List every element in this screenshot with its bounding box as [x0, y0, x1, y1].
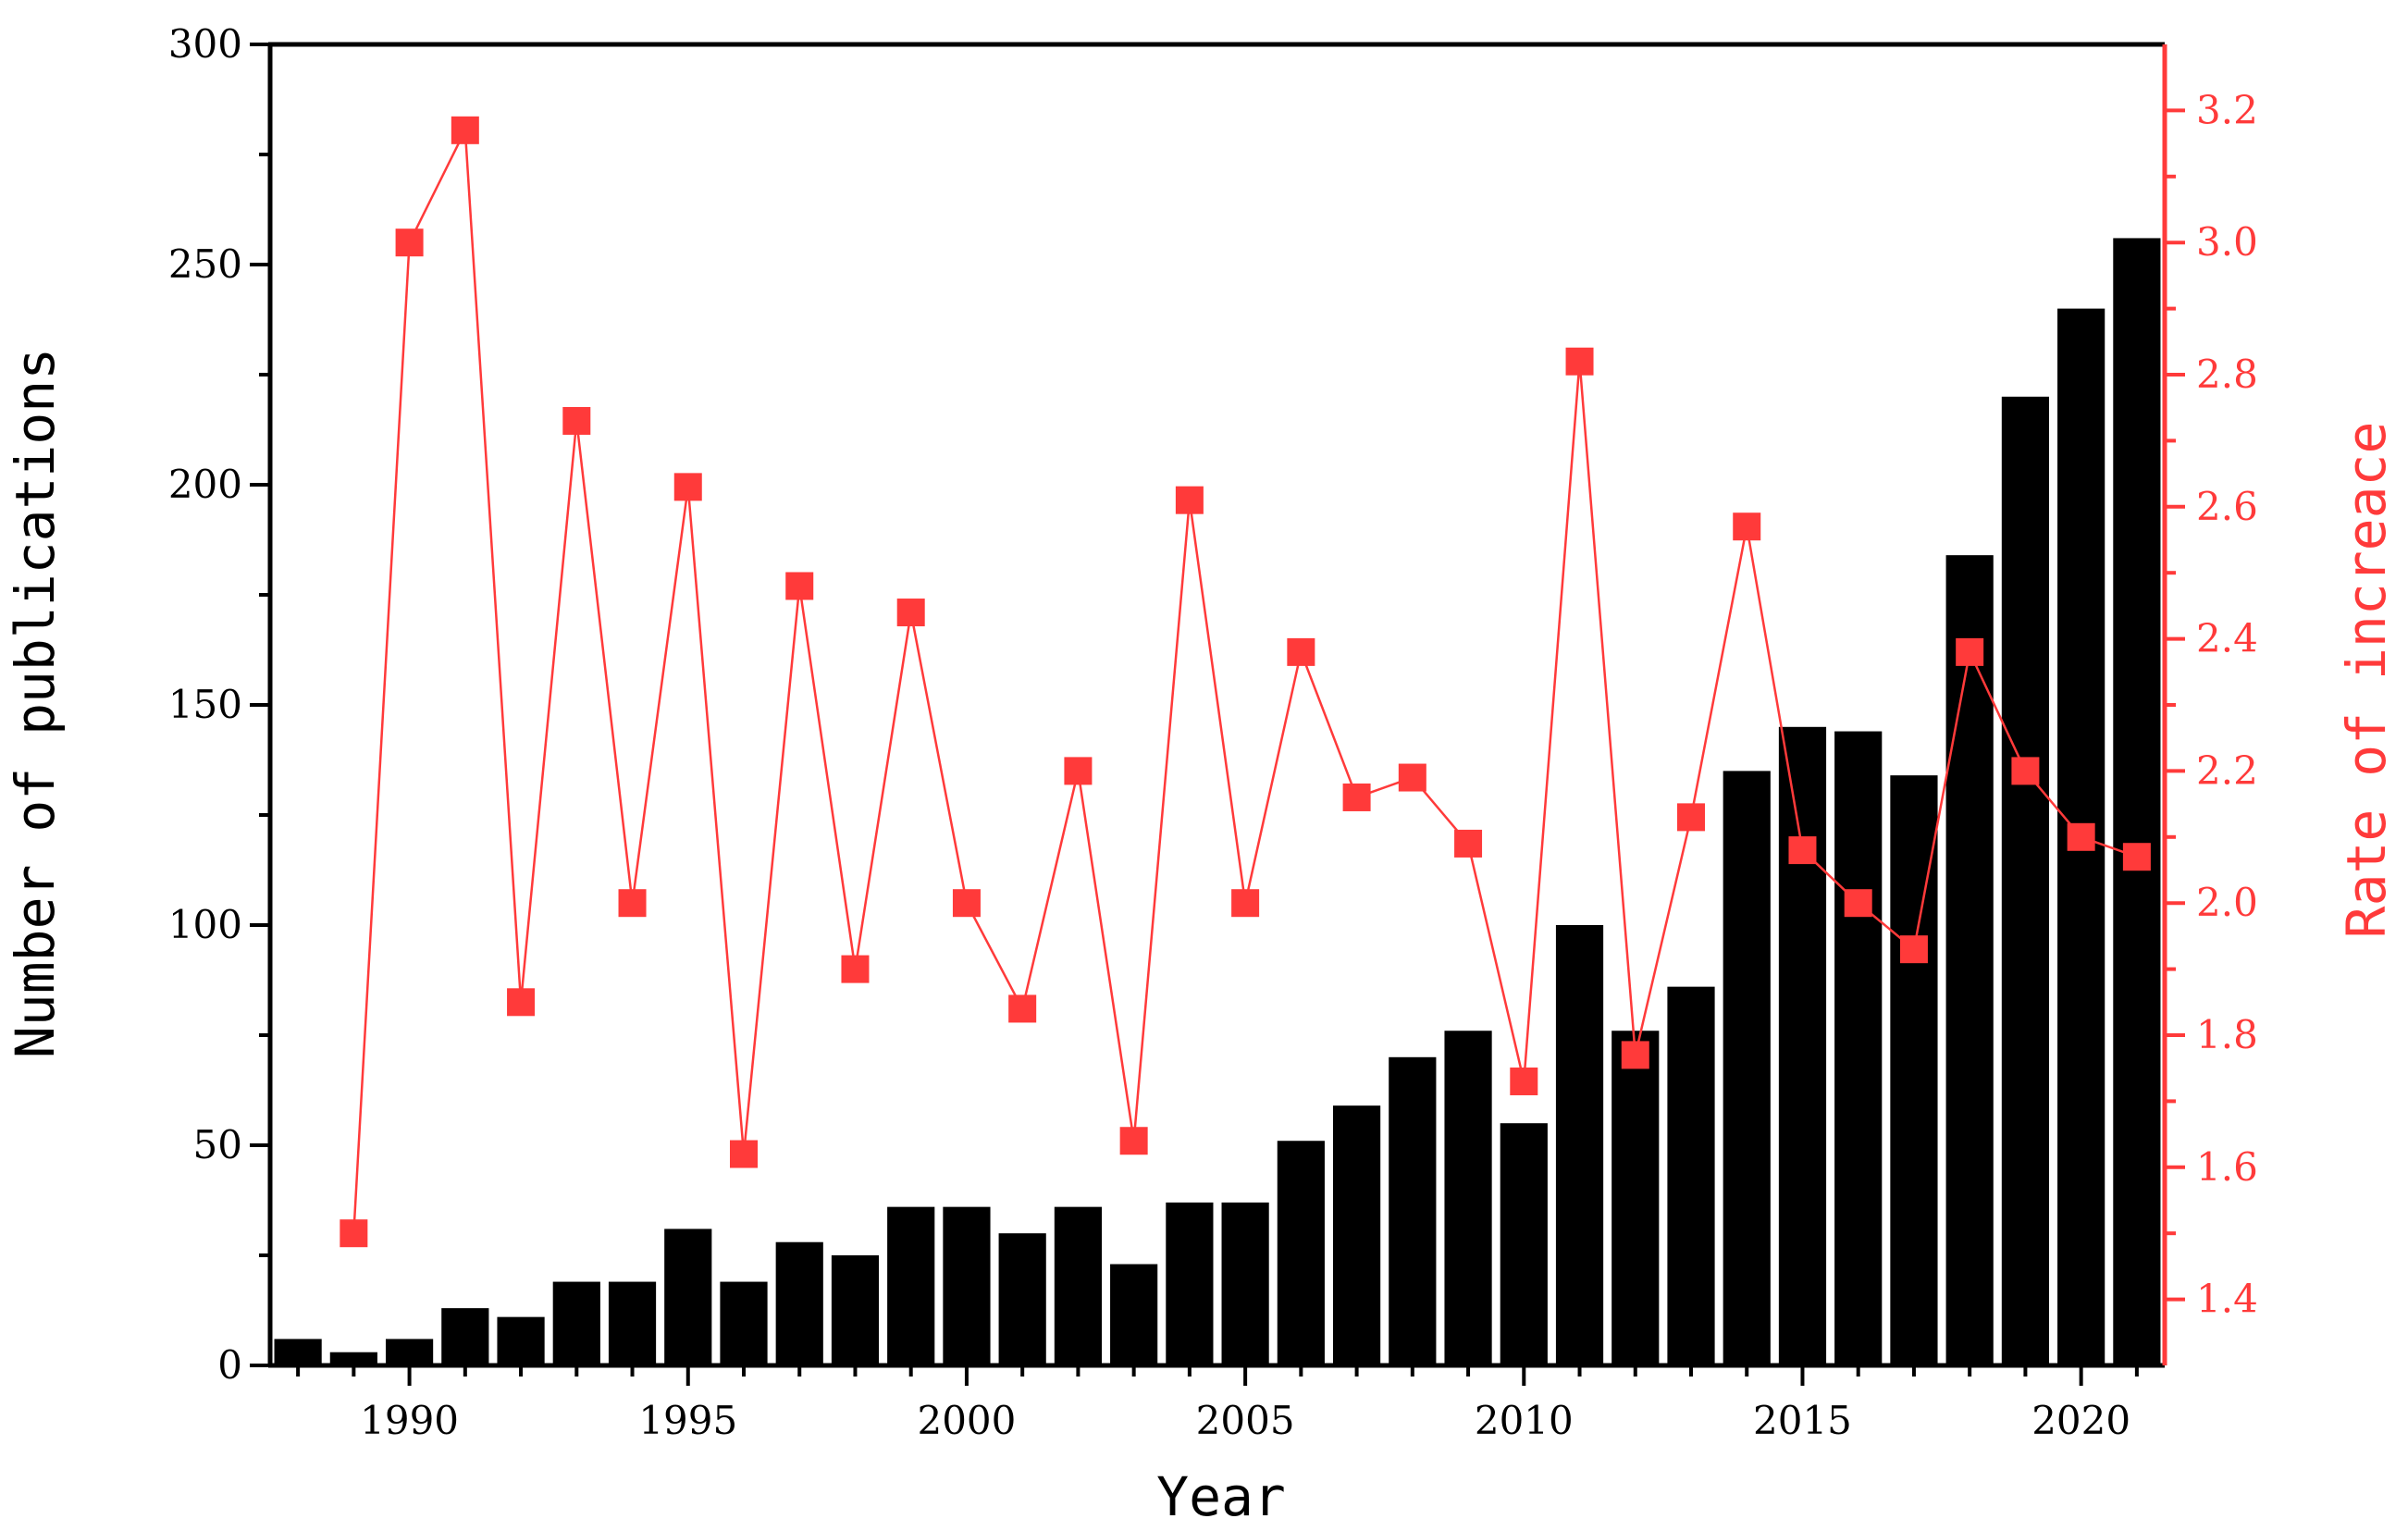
- x-axis-label: Year: [1156, 1465, 1286, 1528]
- bar-2003: [1110, 1264, 1158, 1365]
- rate-point-2003: [1119, 1127, 1148, 1155]
- rate-point-2004: [1175, 486, 1204, 514]
- y-axis-right-label: Rate of increace: [2335, 422, 2398, 939]
- y-right-tick-label-3.0: 3.0: [2196, 219, 2258, 265]
- bar-2008: [1389, 1056, 1437, 1365]
- y-left-tick-label-100: 100: [168, 902, 242, 947]
- bar-1990: [385, 1339, 434, 1365]
- x-tick-label-2015: 2015: [1753, 1398, 1852, 1443]
- y-axis-left-label: Number of publications: [4, 348, 67, 1058]
- bar-2021: [2113, 238, 2161, 1366]
- bar-2014: [1723, 771, 1771, 1365]
- bar-2001: [998, 1233, 1046, 1365]
- tick-labels: 0 50 100 150 200 250 300 1990 1995 2000 2005 2010 20…: [168, 21, 2258, 1443]
- y-left-tick-label-0: 0: [217, 1342, 242, 1388]
- y-right-tick-label-2.6: 2.6: [2196, 484, 2258, 529]
- bar-2013: [1667, 986, 1715, 1365]
- rate-point-1989: [340, 1219, 368, 1248]
- bar-1995: [664, 1229, 712, 1365]
- bar-1991: [441, 1308, 489, 1365]
- rate-point-2012: [1621, 1041, 1649, 1069]
- bar-2019: [2001, 396, 2050, 1365]
- y-right-tick-label-1.6: 1.6: [2196, 1144, 2258, 1190]
- bar-series: [274, 238, 2161, 1366]
- bar-2012: [1612, 1031, 1660, 1365]
- rate-point-1993: [562, 406, 591, 435]
- rate-point-2001: [1008, 994, 1037, 1023]
- y-right-tick-label-1.8: 1.8: [2196, 1012, 2258, 1057]
- rate-point-1994: [618, 889, 647, 918]
- rate-point-2005: [1231, 889, 1260, 918]
- y-right-tick-label-3.2: 3.2: [2196, 87, 2258, 132]
- rate-point-2021: [2122, 843, 2151, 871]
- y-left-tick-label-150: 150: [168, 682, 242, 727]
- bar-1988: [274, 1339, 322, 1365]
- rate-point-2018: [1956, 637, 1984, 666]
- rate-point-2006: [1287, 637, 1315, 666]
- rate-point-2009: [1454, 829, 1483, 858]
- rate-point-2010: [1510, 1067, 1538, 1095]
- y-right-tick-label-1.4: 1.4: [2196, 1277, 2258, 1322]
- rate-point-2000: [952, 889, 981, 918]
- rate-point-2015: [1788, 836, 1817, 865]
- bar-1989: [329, 1352, 377, 1365]
- rate-point-1992: [507, 988, 536, 1017]
- rate-point-1996: [730, 1140, 758, 1168]
- bar-2011: [1555, 925, 1604, 1365]
- x-tick-label-2005: 2005: [1196, 1398, 1295, 1443]
- rate-series: [340, 116, 2151, 1248]
- rate-point-2014: [1733, 512, 1761, 541]
- bar-2005: [1221, 1202, 1269, 1365]
- y-left-tick-label-250: 250: [168, 241, 242, 287]
- rate-point-1997: [785, 572, 814, 600]
- bar-1998: [831, 1255, 880, 1365]
- y-left-tick-label-300: 300: [168, 21, 242, 67]
- bar-2017: [1890, 775, 1938, 1365]
- rate-point-1991: [451, 116, 479, 144]
- rate-point-1995: [673, 473, 702, 501]
- rate-point-2008: [1398, 763, 1426, 792]
- bar-2004: [1166, 1202, 1214, 1365]
- bar-2009: [1444, 1031, 1492, 1365]
- rate-point-2019: [2011, 757, 2040, 785]
- y-left-tick-label-50: 50: [193, 1122, 242, 1167]
- bar-2015: [1778, 726, 1827, 1365]
- bar-1997: [775, 1241, 823, 1365]
- rate-point-2007: [1342, 783, 1371, 811]
- y-right-tick-label-2.8: 2.8: [2196, 352, 2258, 397]
- x-tick-label-2020: 2020: [2031, 1398, 2130, 1443]
- rate-point-2013: [1677, 803, 1705, 832]
- rate-point-2016: [1844, 889, 1872, 918]
- rate-point-2011: [1565, 347, 1594, 376]
- rate-point-2002: [1064, 757, 1093, 785]
- rate-point-2020: [2067, 822, 2095, 851]
- bar-2007: [1332, 1105, 1381, 1365]
- bar-1994: [608, 1281, 657, 1365]
- bar-2016: [1834, 731, 1883, 1365]
- bar-2010: [1500, 1123, 1548, 1365]
- y-left-tick-label-200: 200: [168, 462, 242, 507]
- axes: [250, 42, 2185, 1386]
- bar-1993: [552, 1281, 600, 1365]
- x-tick-label-2010: 2010: [1475, 1398, 1574, 1443]
- rate-point-1998: [841, 955, 870, 983]
- bar-2000: [943, 1206, 991, 1365]
- y-right-tick-label-2.2: 2.2: [2196, 747, 2258, 793]
- y-right-tick-label-2.0: 2.0: [2196, 880, 2258, 925]
- x-tick-label-1990: 1990: [360, 1398, 459, 1443]
- bar-1999: [887, 1206, 935, 1365]
- rate-point-1999: [896, 599, 925, 627]
- bar-2002: [1054, 1206, 1103, 1365]
- x-tick-label-2000: 2000: [917, 1398, 1016, 1443]
- x-tick-label-1995: 1995: [638, 1398, 737, 1443]
- y-right-tick-label-2.4: 2.4: [2196, 616, 2258, 661]
- bar-1996: [720, 1281, 768, 1365]
- bar-2006: [1277, 1141, 1325, 1365]
- rate-point-2017: [1899, 935, 1928, 964]
- bar-2018: [1945, 555, 1994, 1365]
- rate-point-1990: [395, 228, 424, 257]
- bar-1992: [497, 1316, 545, 1365]
